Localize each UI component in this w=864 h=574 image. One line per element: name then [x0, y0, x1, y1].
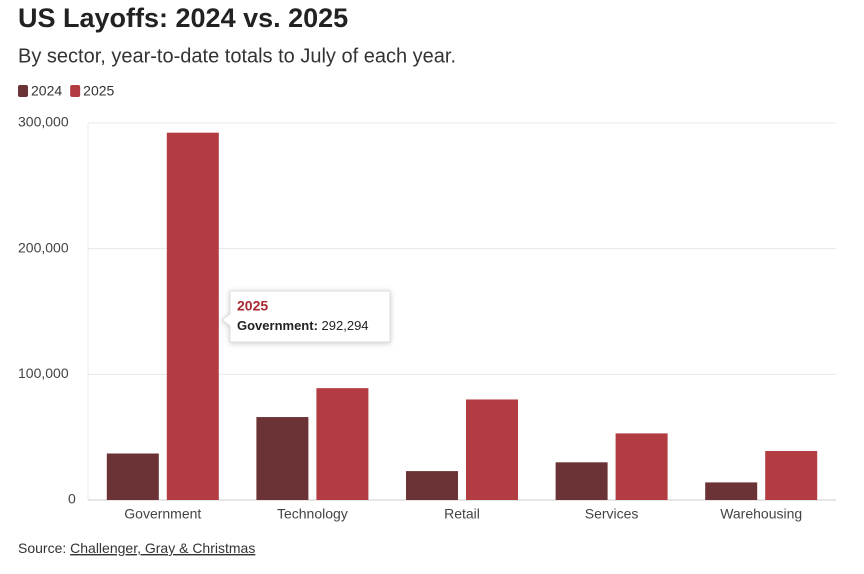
x-tick-label: Services [585, 506, 639, 522]
source-link[interactable]: Challenger, Gray & Christmas [70, 540, 255, 556]
bar [466, 399, 518, 500]
tooltip-box [221, 290, 391, 343]
source-prefix: Source: [18, 540, 66, 556]
chart-subtitle: By sector, year-to-date totals to July o… [18, 45, 456, 67]
bar [615, 433, 668, 500]
source: Source: Challenger, Gray & Christmas [18, 540, 255, 556]
bar [256, 417, 309, 500]
tooltip-value: 292,294 [322, 318, 369, 333]
tooltip-title: 2025 [237, 298, 268, 314]
legend: 2024 2025 [18, 83, 115, 99]
tooltip-label: Government: [237, 318, 318, 333]
x-tick-label: Technology [277, 506, 348, 522]
x-tick-label: Government [124, 506, 201, 522]
tooltip-text: Government: 292,294 [237, 318, 369, 333]
plot-area: 0 100,000 200,000 300,000 Government Technolo… [18, 114, 836, 522]
chart-title: US Layoffs: 2024 vs. 2025 [18, 3, 348, 33]
y-tick-label: 0 [68, 491, 76, 507]
bar [765, 450, 818, 500]
legend-label: 2025 [83, 83, 114, 99]
x-tick-label: Retail [444, 506, 480, 522]
y-tick-label: 200,000 [18, 239, 69, 255]
bar [705, 482, 758, 500]
bar [406, 471, 458, 500]
x-tick-label: Warehousing [720, 506, 802, 522]
y-tick-label: 100,000 [18, 365, 69, 381]
bar [166, 132, 219, 500]
legend-swatch [18, 85, 28, 97]
bar [555, 462, 608, 500]
legend-label: 2024 [31, 83, 62, 99]
y-tick-label: 300,000 [18, 114, 69, 130]
bar [106, 453, 159, 500]
tooltip: 2025 Government: 292,294 [221, 290, 391, 343]
bar [316, 388, 369, 500]
legend-swatch [70, 85, 81, 97]
